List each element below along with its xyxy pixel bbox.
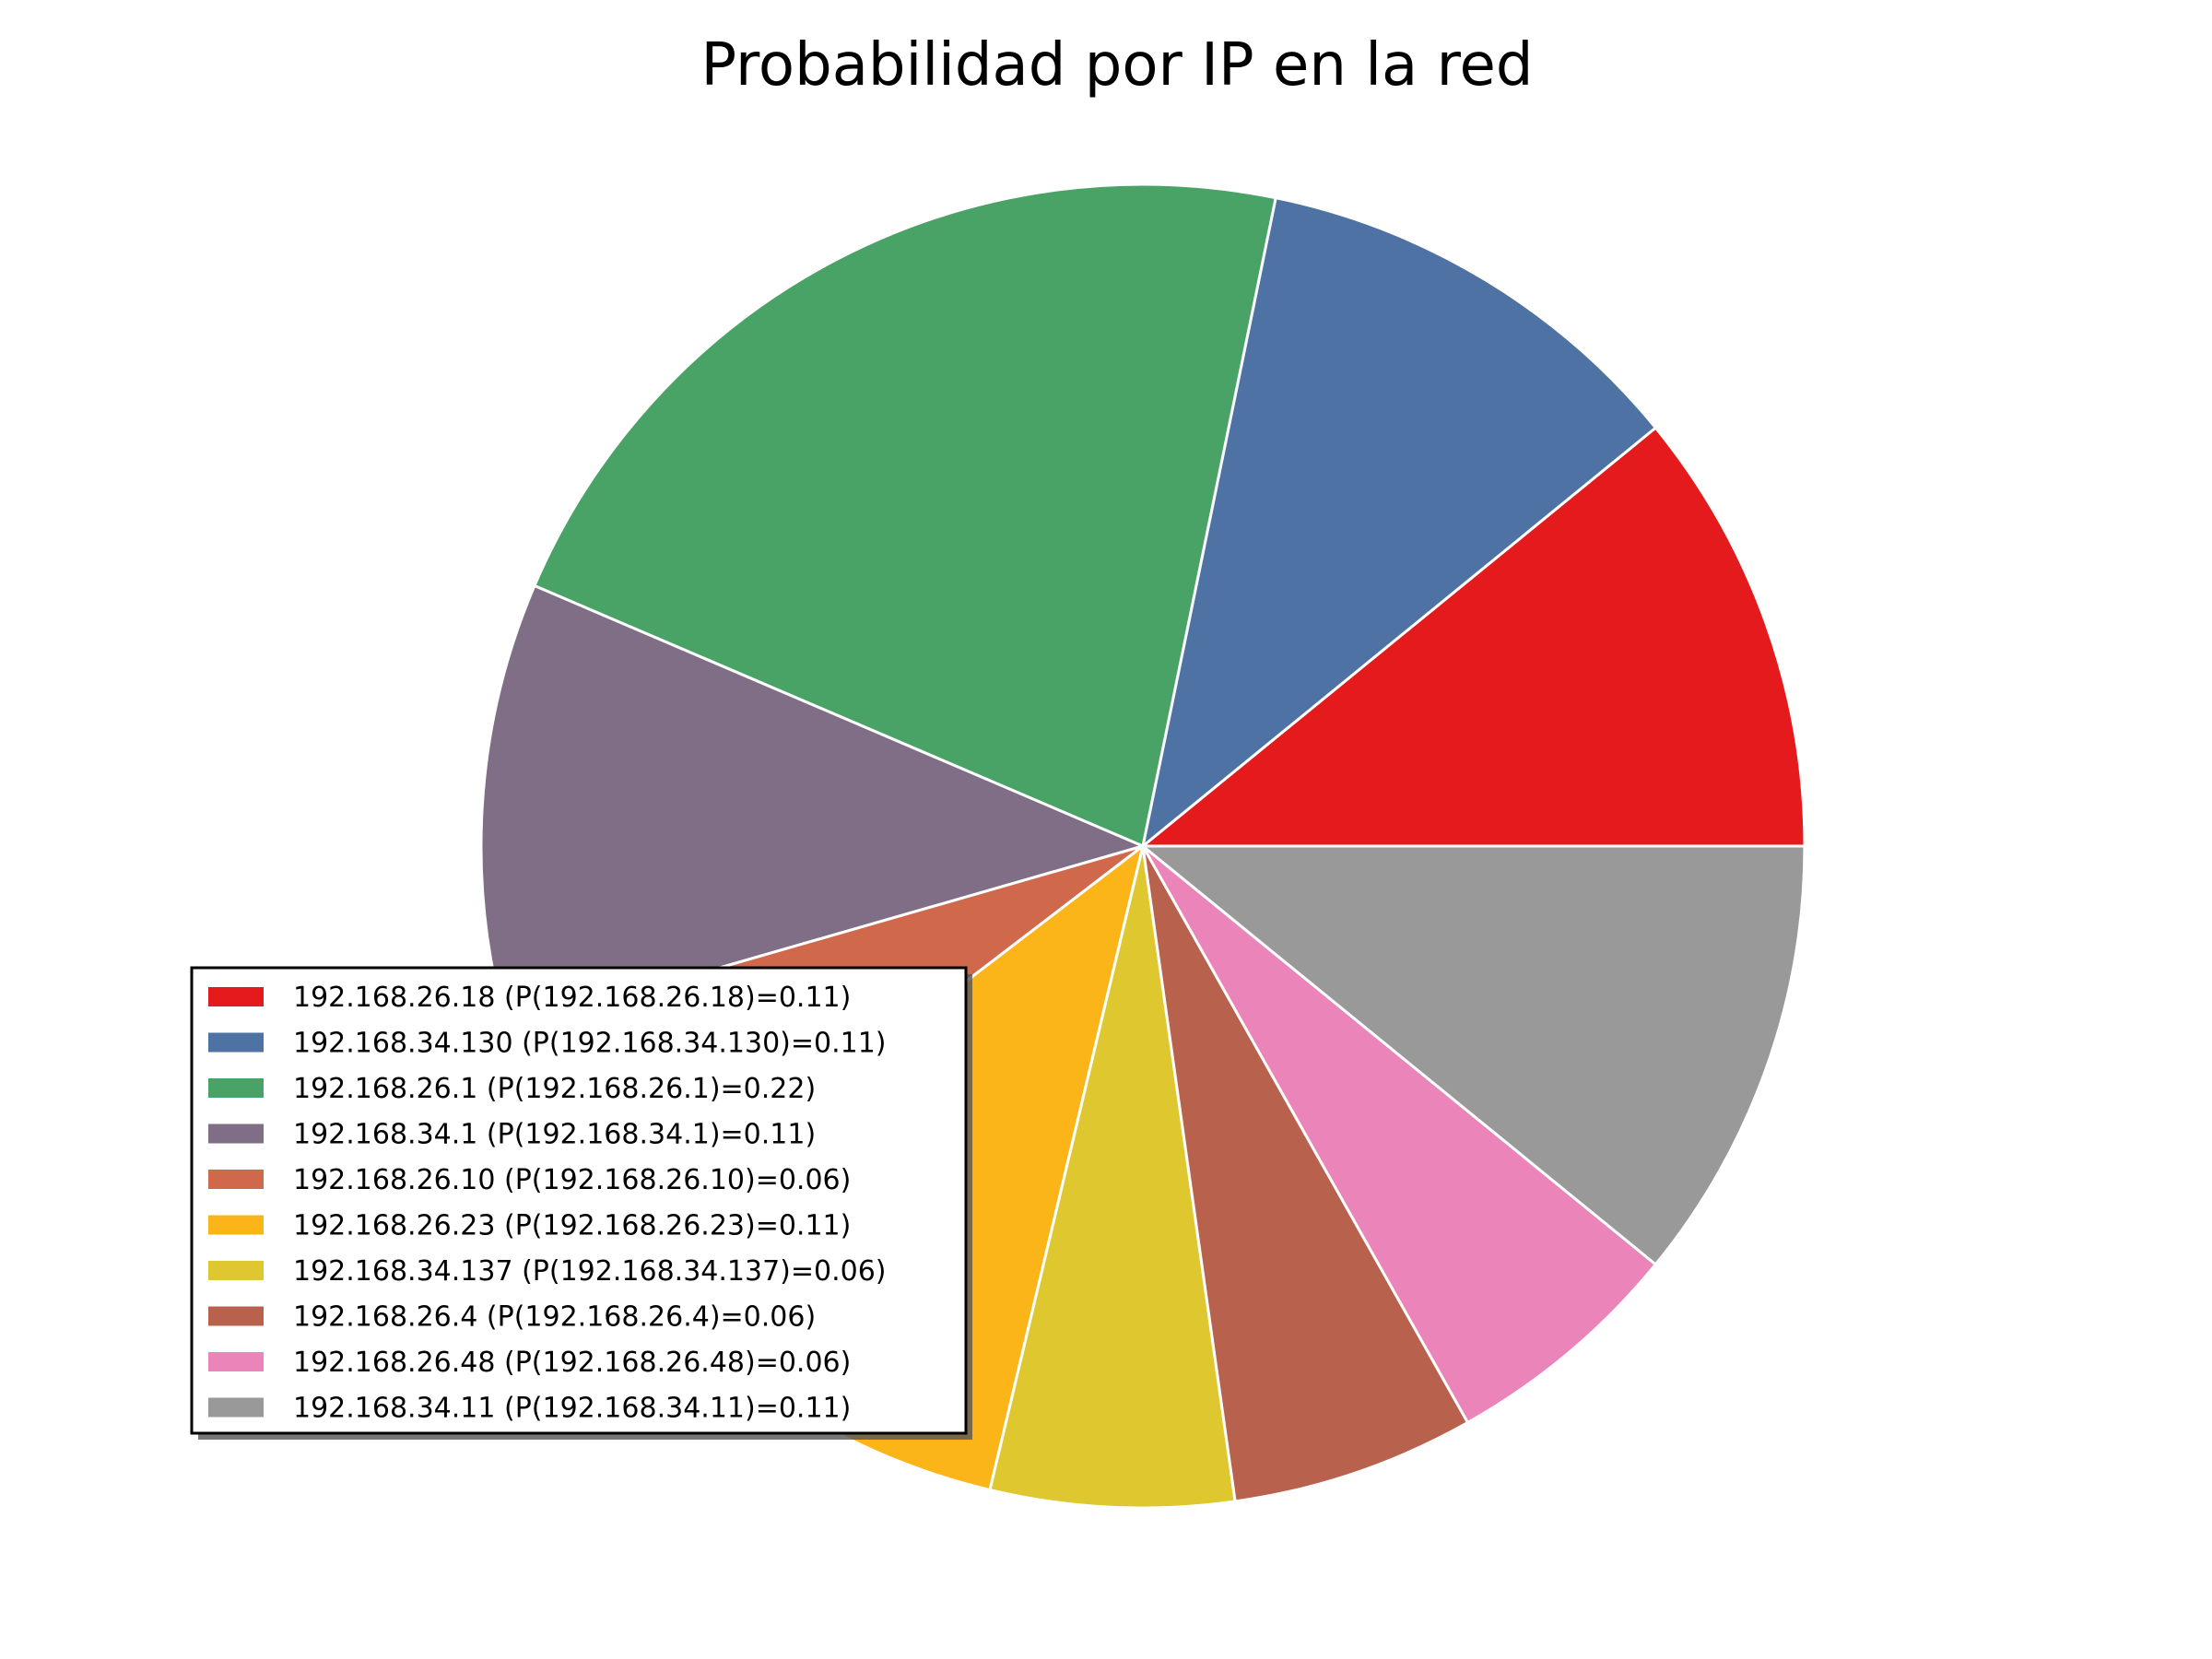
legend-swatch-6 — [208, 1216, 264, 1235]
legend-label-3: 192.168.26.1 (P(192.168.26.1)=0.22) — [293, 1073, 816, 1105]
legend-swatch-3 — [208, 1078, 264, 1098]
legend-swatch-10 — [208, 1398, 264, 1418]
legend-label-10: 192.168.34.11 (P(192.168.34.11)=0.11) — [293, 1393, 851, 1425]
legend-label-9: 192.168.26.48 (P(192.168.26.48)=0.06) — [293, 1347, 851, 1379]
legend-swatch-4 — [208, 1124, 264, 1144]
legend-label-8: 192.168.26.4 (P(192.168.26.4)=0.06) — [293, 1301, 816, 1334]
legend-swatch-8 — [208, 1307, 264, 1326]
legend-swatch-7 — [208, 1261, 264, 1280]
legend-label-7: 192.168.34.137 (P(192.168.34.137)=0.06) — [293, 1255, 887, 1288]
legend-swatch-1 — [208, 987, 264, 1006]
legend: 192.168.26.18 (P(192.168.26.18)=0.11) 192… — [192, 968, 972, 1440]
legend-label-5: 192.168.26.10 (P(192.168.26.10)=0.06) — [293, 1164, 851, 1196]
legend-label-1: 192.168.26.18 (P(192.168.26.18)=0.11) — [293, 982, 851, 1014]
legend-swatch-9 — [208, 1352, 264, 1371]
legend-label-2: 192.168.34.130 (P(192.168.34.130)=0.11) — [293, 1028, 887, 1060]
legend-label-4: 192.168.34.1 (P(192.168.34.1)=0.11) — [293, 1119, 816, 1151]
legend-swatch-5 — [208, 1170, 264, 1189]
legend-label-6: 192.168.26.23 (P(192.168.26.23)=0.11) — [293, 1210, 851, 1242]
chart-title: Probabilidad por IP en la red — [701, 31, 1534, 100]
legend-swatch-2 — [208, 1033, 264, 1053]
